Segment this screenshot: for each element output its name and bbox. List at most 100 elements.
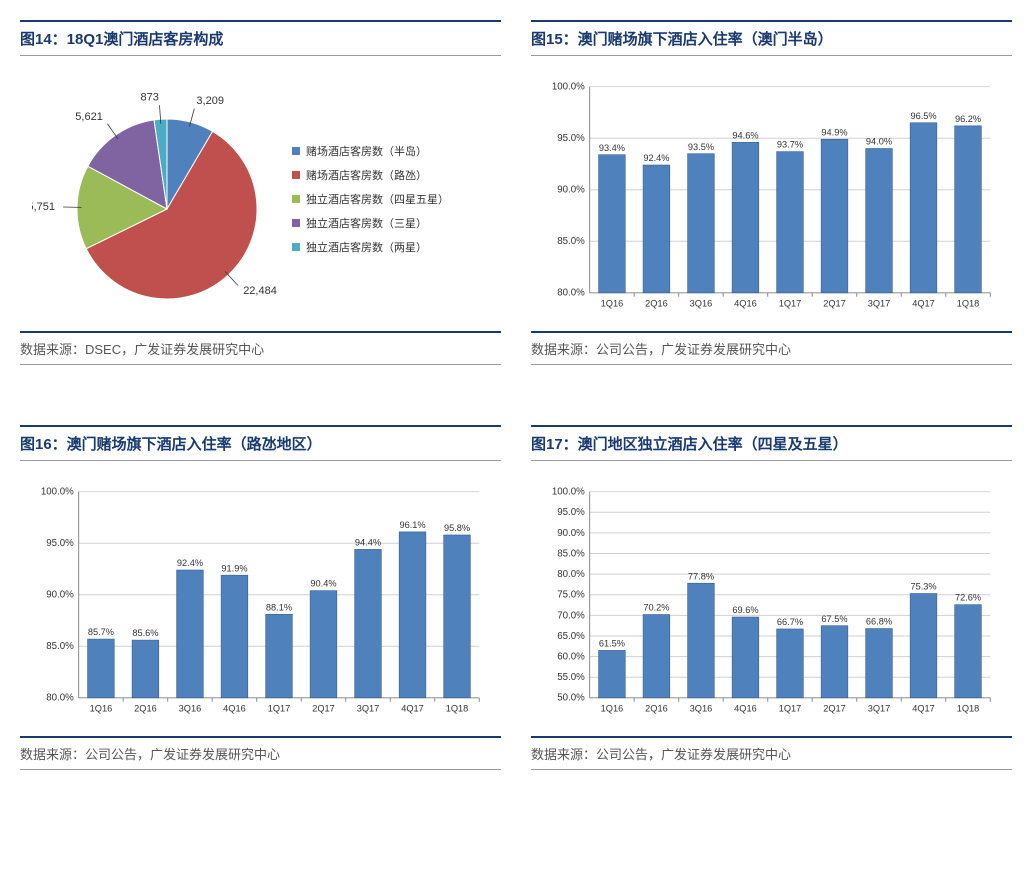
bar <box>399 532 426 698</box>
bar-value-label: 92.4% <box>177 558 203 568</box>
bar <box>955 605 982 698</box>
y-tick-label: 60.0% <box>557 652 585 663</box>
x-tick-label: 1Q18 <box>446 703 469 713</box>
y-tick-label: 90.0% <box>46 590 74 601</box>
bar-value-label: 94.4% <box>355 538 381 548</box>
legend-swatch <box>292 195 300 203</box>
pie-value-label: 3,209 <box>196 94 224 106</box>
bar <box>599 650 626 697</box>
x-tick-label: 4Q16 <box>734 703 757 713</box>
bar-value-label: 77.8% <box>688 571 714 581</box>
bar <box>688 583 715 698</box>
x-tick-label: 1Q17 <box>268 703 291 713</box>
bar-value-label: 90.4% <box>310 579 336 589</box>
x-tick-label: 3Q17 <box>868 298 891 308</box>
bar <box>599 155 626 293</box>
x-tick-label: 1Q16 <box>601 703 624 713</box>
bar-value-label: 94.9% <box>821 127 847 137</box>
x-tick-label: 4Q16 <box>223 703 246 713</box>
panel-title: 图16：澳门赌场旗下酒店入住率（路氹地区） <box>20 425 501 461</box>
legend-item: 独立酒店客房数（四星五星） <box>292 191 449 207</box>
bar <box>732 142 759 292</box>
pie-value-label: 873 <box>141 91 159 103</box>
pie-value-label: 22,484 <box>243 285 277 297</box>
x-tick-label: 3Q16 <box>690 298 713 308</box>
x-tick-label: 2Q17 <box>823 298 846 308</box>
bar <box>821 626 848 698</box>
y-tick-label: 80.0% <box>46 693 74 704</box>
bar-value-label: 75.3% <box>910 582 936 592</box>
x-tick-label: 1Q16 <box>601 298 624 308</box>
panel-fig15: 图15：澳门赌场旗下酒店入住率（澳门半岛） 80.0%85.0%90.0%95.… <box>531 20 1012 365</box>
bar-chart: 50.0%55.0%60.0%65.0%70.0%75.0%80.0%85.0%… <box>531 461 1012 736</box>
bar-svg: 80.0%85.0%90.0%95.0%100.0%93.4%1Q1692.4%… <box>543 71 1000 326</box>
bar-value-label: 96.2% <box>955 114 981 124</box>
bar <box>177 570 204 698</box>
bar-value-label: 94.0% <box>866 137 892 147</box>
x-tick-label: 1Q16 <box>90 703 113 713</box>
panel-source: 数据来源：DSEC，广发证券发展研究中心 <box>20 331 501 365</box>
y-tick-label: 65.0% <box>557 631 585 642</box>
bar-value-label: 93.4% <box>599 143 625 153</box>
bar <box>866 629 893 698</box>
y-tick-label: 90.0% <box>557 185 585 196</box>
y-tick-label: 50.0% <box>557 693 585 704</box>
x-tick-label: 1Q17 <box>779 703 802 713</box>
bar-value-label: 85.6% <box>132 628 158 638</box>
bar <box>643 165 670 293</box>
y-tick-label: 70.0% <box>557 610 585 621</box>
y-tick-label: 95.0% <box>46 538 74 549</box>
bar-svg: 50.0%55.0%60.0%65.0%70.0%75.0%80.0%85.0%… <box>543 476 1000 731</box>
bar-value-label: 72.6% <box>955 593 981 603</box>
bar <box>821 139 848 293</box>
x-tick-label: 4Q17 <box>401 703 424 713</box>
y-tick-label: 100.0% <box>552 487 585 498</box>
bar-value-label: 94.6% <box>732 130 758 140</box>
bar-value-label: 95.8% <box>444 523 470 533</box>
bar-value-label: 88.1% <box>266 602 292 612</box>
y-tick-label: 100.0% <box>552 82 585 93</box>
legend-swatch <box>292 219 300 227</box>
x-tick-label: 2Q16 <box>645 298 668 308</box>
y-tick-label: 85.0% <box>46 641 74 652</box>
x-tick-label: 3Q17 <box>868 703 891 713</box>
panel-title: 图17：澳门地区独立酒店入住率（四星及五星） <box>531 425 1012 461</box>
bar <box>310 591 337 698</box>
y-tick-label: 80.0% <box>557 569 585 580</box>
pie-chart: 3,20922,4845,7515,621873 赌场酒店客房数（半岛）赌场酒店… <box>20 56 501 331</box>
bar <box>777 629 804 698</box>
bar-chart: 80.0%85.0%90.0%95.0%100.0%85.7%1Q1685.6%… <box>20 461 501 736</box>
bar <box>688 154 715 293</box>
bar <box>221 575 248 698</box>
bar <box>355 549 382 697</box>
bar-value-label: 70.2% <box>643 603 669 613</box>
bar <box>732 617 759 698</box>
legend-item: 独立酒店客房数（两星） <box>292 239 449 255</box>
panel-source: 数据来源：公司公告，广发证券发展研究中心 <box>20 736 501 770</box>
x-tick-label: 3Q16 <box>690 703 713 713</box>
bar <box>777 152 804 293</box>
bar-value-label: 66.7% <box>777 617 803 627</box>
x-tick-label: 2Q16 <box>134 703 157 713</box>
bar-svg: 80.0%85.0%90.0%95.0%100.0%85.7%1Q1685.6%… <box>32 476 489 731</box>
y-tick-label: 55.0% <box>557 672 585 683</box>
legend-label: 赌场酒店客房数（半岛） <box>306 143 427 159</box>
legend-item: 赌场酒店客房数（路氹） <box>292 167 449 183</box>
legend-item: 赌场酒店客房数（半岛） <box>292 143 449 159</box>
legend-swatch <box>292 243 300 251</box>
legend-label: 独立酒店客房数（三星） <box>306 215 427 231</box>
bar-value-label: 96.1% <box>399 520 425 530</box>
bar-value-label: 92.4% <box>643 153 669 163</box>
pie-legend: 赌场酒店客房数（半岛） 赌场酒店客房数（路氹） 独立酒店客房数（四星五星） 独立酒店客… <box>292 135 449 263</box>
bar-value-label: 91.9% <box>221 563 247 573</box>
x-tick-label: 2Q16 <box>645 703 668 713</box>
legend-item: 独立酒店客房数（三星） <box>292 215 449 231</box>
bar-value-label: 93.7% <box>777 140 803 150</box>
y-tick-label: 85.0% <box>557 548 585 559</box>
bar <box>444 535 471 698</box>
pie-svg: 3,20922,4845,7515,621873 <box>32 79 292 319</box>
bar <box>266 614 293 697</box>
bar <box>866 149 893 293</box>
x-tick-label: 2Q17 <box>823 703 846 713</box>
bar-value-label: 93.5% <box>688 142 714 152</box>
